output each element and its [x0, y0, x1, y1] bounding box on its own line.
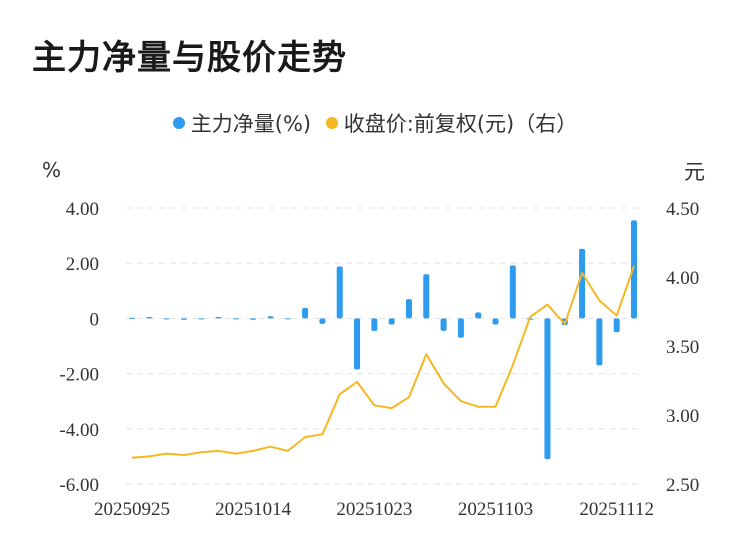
bar	[371, 318, 378, 331]
bar	[579, 248, 586, 319]
bar	[232, 318, 239, 320]
bar	[129, 317, 135, 319]
left-tick-label: -2.00	[59, 365, 99, 386]
bar	[440, 318, 447, 331]
left-tick-label: 0	[90, 309, 100, 330]
bar	[180, 318, 187, 320]
bar	[631, 220, 637, 319]
legend-dot-line	[325, 117, 338, 129]
left-tick-label: -4.00	[59, 420, 99, 441]
bar	[544, 318, 551, 460]
bar	[354, 318, 361, 370]
left-axis-unit: %	[42, 158, 62, 182]
bar	[336, 266, 343, 319]
chart-title: 主力净量与股价走势	[32, 38, 347, 78]
right-tick-label: 4.50	[666, 199, 699, 220]
bar	[319, 318, 326, 324]
legend-dot-bar	[172, 117, 185, 129]
bar	[405, 299, 412, 319]
bar	[250, 318, 257, 320]
bar	[146, 317, 153, 319]
right-tick-label: 3.00	[666, 406, 699, 427]
bar	[284, 318, 291, 320]
x-tick-label: 20251023	[336, 499, 412, 520]
right-axis-unit: 元	[684, 160, 705, 184]
right-tick-label: 4.00	[666, 268, 699, 289]
bar	[302, 307, 309, 319]
bar	[388, 318, 395, 325]
legend-label-bar: 主力净量(%)	[190, 112, 312, 136]
left-tick-label: -6.00	[59, 475, 99, 496]
legend-item-line[interactable]: 收盘价:前复权(元)（右）	[325, 108, 578, 138]
bar	[475, 312, 482, 319]
bar	[215, 317, 222, 319]
bar	[267, 316, 274, 319]
bar	[596, 318, 603, 366]
left-tick-label: 2.00	[66, 254, 99, 275]
bar	[423, 274, 430, 319]
bar	[509, 265, 516, 319]
right-tick-label: 3.50	[666, 337, 699, 358]
right-tick-label: 2.50	[666, 475, 699, 496]
legend-label-line: 收盘价:前复权(元)（右）	[343, 112, 578, 136]
bar	[198, 318, 205, 320]
legend: 主力净量(%) 收盘价:前复权(元)（右）	[0, 108, 750, 138]
x-tick-label: 20250925	[94, 499, 170, 520]
bar	[492, 318, 499, 325]
bar	[457, 318, 464, 338]
legend-item-bar[interactable]: 主力净量(%)	[172, 108, 312, 138]
x-tick-label: 20251103	[458, 499, 533, 520]
left-tick-label: 4.00	[66, 199, 99, 220]
bar	[163, 318, 170, 320]
bar	[613, 318, 620, 333]
x-tick-label: 20251014	[215, 499, 292, 520]
price-line	[131, 265, 635, 459]
x-tick-label: 20251112	[579, 499, 654, 520]
